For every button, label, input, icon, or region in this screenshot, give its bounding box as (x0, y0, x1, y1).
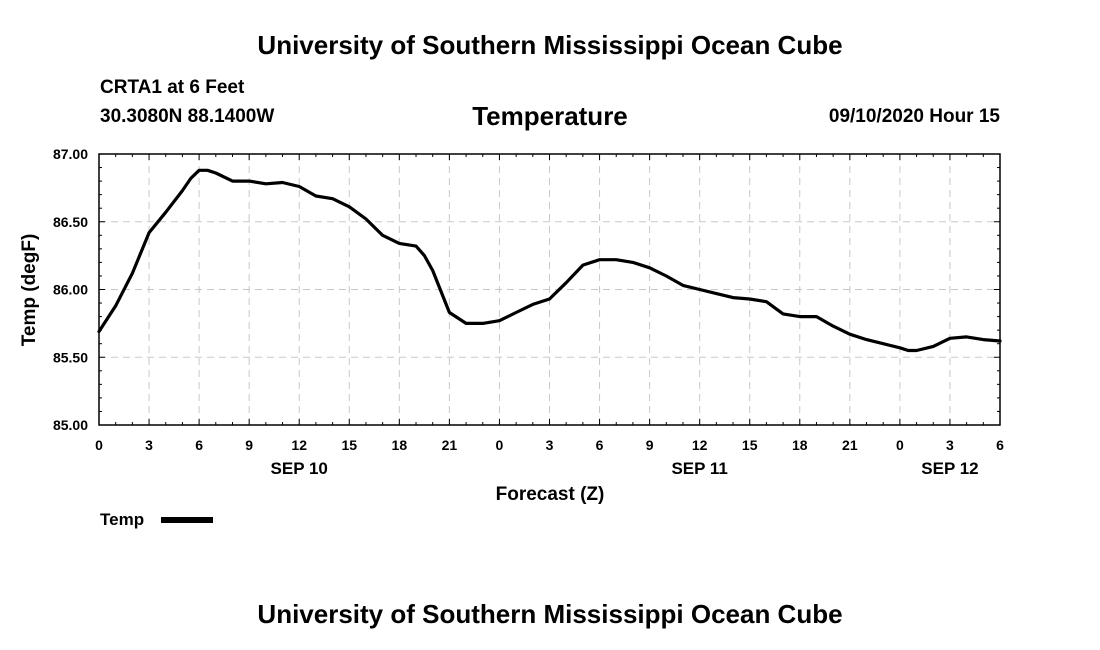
chart-title: Temperature (472, 101, 628, 131)
x-tick-label: 6 (195, 437, 203, 453)
x-tick-label: 18 (392, 437, 408, 453)
station-coordinates: 30.3080N 88.1400W (100, 106, 275, 127)
x-tick-label: 3 (946, 437, 954, 453)
x-tick-label: 0 (896, 437, 904, 453)
x-tick-label: 9 (646, 437, 654, 453)
series-layer (97, 168, 1002, 353)
station-label: CRTA1 at 6 Feet (100, 77, 245, 98)
plot-area-frame (98, 153, 1001, 426)
axis-labels: 0 3 6 9 12 15 18 21 0 3 6 9 12 15 18 21 0 3 6 85.00 85.50 86.… (53, 146, 1004, 478)
x-tick-label: 21 (442, 437, 458, 453)
y-tick-label: 86.00 (53, 282, 88, 298)
y-axis-title: Temp (degF) (19, 234, 40, 347)
x-axis-title: Forecast (Z) (496, 484, 605, 505)
y-tick-label: 85.50 (53, 349, 88, 365)
x-tick-label: 3 (145, 437, 153, 453)
x-tick-label: 9 (245, 437, 253, 453)
grid-lines (99, 154, 1000, 425)
x-tick-label: 18 (792, 437, 808, 453)
x-tick-label: 12 (291, 437, 307, 453)
y-tick-label: 87.00 (53, 146, 88, 162)
y-tick-label: 85.00 (53, 417, 88, 433)
x-tick-label: 3 (546, 437, 554, 453)
date-label: SEP 12 (921, 459, 978, 478)
x-tick-label: 0 (95, 437, 103, 453)
series-line-temp (97, 168, 1002, 353)
date-label: SEP 11 (671, 459, 727, 478)
x-tick-label: 21 (842, 437, 858, 453)
x-tick-label: 6 (596, 437, 604, 453)
x-tick-label: 15 (742, 437, 758, 453)
x-tick-label: 12 (692, 437, 708, 453)
footer-title: University of Southern Mississippi Ocean… (257, 599, 843, 629)
x-tick-label: 6 (996, 437, 1004, 453)
date-label: SEP 10 (271, 459, 328, 478)
x-tick-label: 0 (496, 437, 504, 453)
y-tick-label: 86.50 (53, 214, 88, 230)
forecast-datetime: 09/10/2020 Hour 15 (828, 106, 1000, 127)
page-title: University of Southern Mississippi Ocean… (257, 30, 843, 60)
legend-label: Temp (100, 510, 145, 529)
x-tick-label: 15 (341, 437, 357, 453)
legend-swatch (161, 517, 213, 523)
